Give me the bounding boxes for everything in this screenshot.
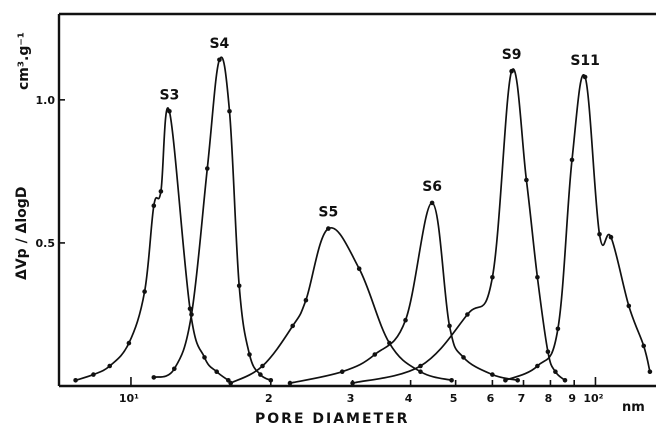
data-point-s4-7 — [247, 352, 252, 357]
x-tick-label-4: 5 — [450, 392, 458, 405]
data-point-s9-6 — [535, 275, 540, 280]
data-point-s9-1 — [418, 363, 423, 369]
data-point-s11-0 — [503, 378, 508, 383]
data-point-s4-1 — [172, 366, 177, 372]
data-point-s9-0 — [350, 380, 355, 386]
y-tick-label-0: 0.5 — [36, 237, 56, 250]
data-point-s4-9 — [268, 378, 274, 383]
data-point-s3-5 — [151, 203, 157, 208]
series-label-s3: S3 — [159, 87, 179, 103]
series-label-s9: S9 — [502, 47, 522, 63]
data-point-s9-9 — [562, 378, 568, 383]
x-tick-label-7: 8 — [545, 392, 553, 405]
data-point-s5-6 — [387, 340, 392, 346]
data-point-s4-3 — [205, 166, 210, 171]
series-label-s6: S6 — [422, 179, 442, 195]
series-labels: S3 S4 S5 S6 S9 S11 — [159, 36, 599, 221]
x-tick-label-8: 9 — [568, 392, 576, 405]
data-point-s5-0 — [228, 380, 233, 386]
data-point-s11-9 — [647, 369, 653, 375]
data-point-s9-8 — [553, 369, 558, 375]
x-tick-label-9: 10² — [583, 392, 603, 405]
data-point-s4-0 — [151, 375, 157, 380]
y-tick-label-1: 1.0 — [36, 94, 56, 107]
data-point-s3-7 — [167, 109, 172, 114]
y-axis-label: ΔVp / ΔlogD — [14, 187, 30, 280]
data-point-s3-10 — [214, 369, 219, 375]
data-point-s6-6 — [461, 355, 466, 360]
x-tick-label-5: 6 — [487, 392, 495, 405]
data-point-s11-8 — [641, 343, 646, 349]
data-point-s4-8 — [258, 372, 263, 377]
x-tick-label-1: 2 — [265, 392, 273, 405]
data-point-s11-7 — [626, 303, 632, 309]
data-point-s11-1 — [535, 363, 540, 369]
data-point-s9-5 — [524, 177, 529, 183]
x-ticks: 10¹ 2 3 4 5 6 7 8 9 10² — [119, 377, 604, 405]
data-point-s6-3 — [403, 317, 408, 323]
series-curves — [75, 56, 651, 384]
data-point-s5-4 — [326, 226, 331, 231]
data-point-s5-3 — [303, 297, 309, 303]
series-label-s5: S5 — [318, 205, 338, 221]
data-point-s6-2 — [372, 352, 378, 357]
data-point-s5-8 — [449, 378, 454, 383]
x-tick-label-6: 7 — [518, 392, 526, 405]
data-point-s11-3 — [569, 157, 575, 163]
data-point-s6-1 — [339, 369, 345, 375]
data-point-s9-7 — [545, 349, 551, 355]
series-line-s6 — [289, 202, 518, 384]
series-line-s3 — [75, 107, 229, 382]
data-point-s11-2 — [555, 326, 561, 332]
data-point-s4-2 — [189, 312, 194, 317]
series-line-s11 — [505, 74, 651, 382]
data-point-s3-4 — [142, 289, 147, 294]
series-label-s11: S11 — [570, 53, 600, 69]
data-point-s5-2 — [290, 323, 296, 329]
x-axis-label: PORE DIAMETER — [255, 411, 409, 427]
series-line-s9 — [352, 68, 566, 384]
x-tick-label-3: 4 — [405, 392, 413, 405]
data-point-s5-5 — [356, 266, 362, 272]
data-point-s4-5 — [227, 109, 232, 114]
data-point-s9-4 — [509, 68, 514, 74]
x-axis-unit: nm — [622, 400, 645, 415]
data-point-s3-8 — [187, 306, 193, 312]
data-point-s11-5 — [597, 232, 602, 237]
data-point-s11-6 — [608, 234, 614, 240]
x-tick-label-2: 3 — [347, 392, 355, 405]
data-point-s6-0 — [287, 380, 293, 386]
data-point-s6-7 — [490, 372, 495, 377]
y-ticks: 0.5 1.0 — [36, 94, 65, 250]
data-point-s3-9 — [202, 355, 207, 360]
data-point-s4-6 — [236, 283, 242, 289]
data-point-s9-2 — [465, 312, 470, 317]
data-point-s11-4 — [582, 74, 588, 80]
data-point-s6-4 — [429, 200, 435, 206]
data-point-s3-1 — [91, 372, 96, 377]
data-point-s4-4 — [217, 57, 222, 63]
series-line-s5 — [230, 227, 452, 384]
series-label-s4: S4 — [209, 36, 229, 52]
y-axis-unit: cm³.g⁻¹ — [16, 32, 32, 90]
x-tick-label-0: 10¹ — [119, 392, 139, 405]
data-point-s9-3 — [490, 275, 495, 280]
data-point-s3-6 — [158, 189, 164, 194]
data-point-s5-1 — [260, 363, 265, 369]
data-point-s3-3 — [126, 340, 132, 346]
axes — [57, 12, 656, 388]
data-point-s6-8 — [515, 378, 520, 383]
data-point-s3-2 — [107, 363, 112, 369]
series-points — [73, 57, 653, 386]
series-line-s4 — [153, 56, 272, 382]
data-point-s6-5 — [447, 323, 452, 329]
data-point-s3-0 — [73, 378, 78, 383]
data-point-s5-7 — [418, 369, 423, 375]
